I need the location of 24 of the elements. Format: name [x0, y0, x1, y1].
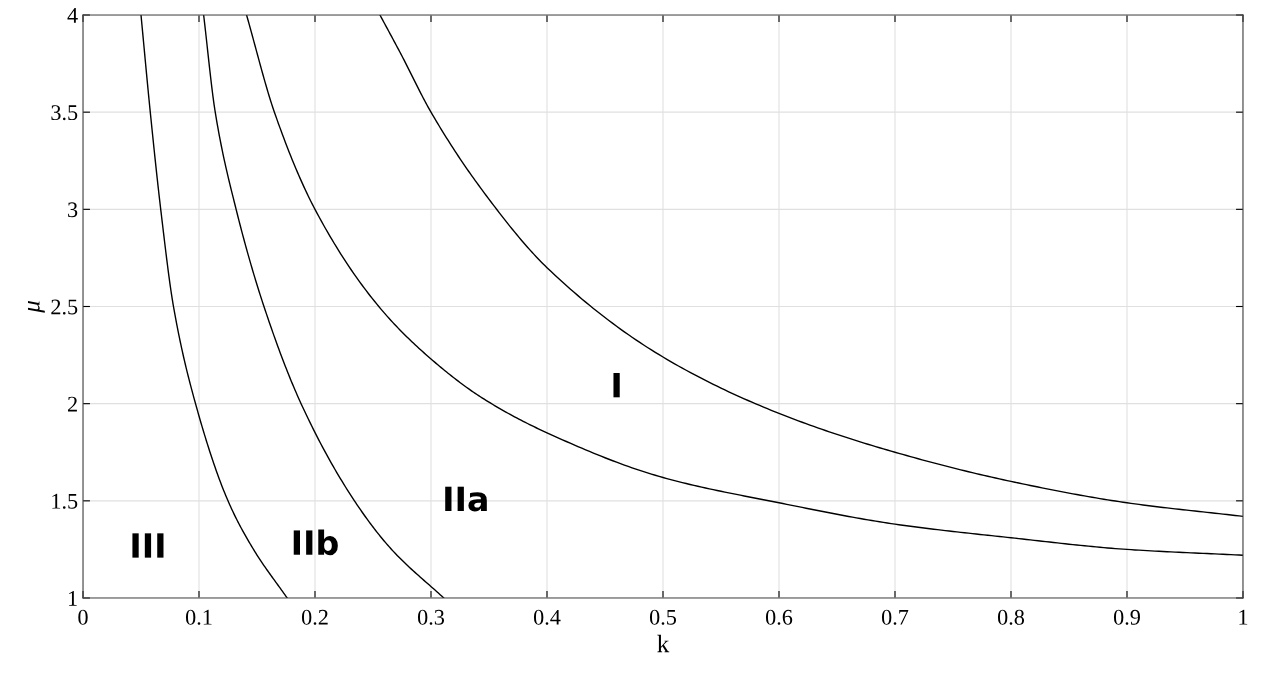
y-tick-label: 2.5 — [51, 299, 78, 315]
y-tick-label: 1.5 — [52, 493, 78, 509]
x-tick-label: 0.6 — [765, 609, 793, 625]
x-tick-label: 0.5 — [649, 609, 677, 625]
annotation: I — [613, 373, 620, 398]
x-tick-label: 0.3 — [417, 609, 445, 625]
annotation: IIa — [445, 486, 487, 512]
y-tick-label: 1 — [68, 591, 77, 606]
x-tick-label: 0 — [78, 609, 88, 625]
x-tick-label: 0.9 — [1113, 609, 1140, 625]
x-tick-label: 0.2 — [301, 609, 328, 625]
x-tick-label: 0.4 — [533, 609, 561, 625]
x-tick-label: 0.8 — [997, 609, 1025, 625]
x-tick-label: 0.7 — [881, 609, 909, 625]
y-tick-label: 4 — [67, 8, 78, 23]
annotation: IIb — [293, 529, 338, 556]
x-tick-label: 1 — [1239, 609, 1248, 625]
y-tick-label: 3.5 — [51, 105, 78, 121]
x-tick-label: 0.1 — [185, 609, 212, 625]
y-tick-label: 2 — [68, 396, 77, 412]
annotation: III — [132, 533, 164, 558]
x-axis-title: k — [657, 634, 670, 653]
y-tick-label: 3 — [68, 202, 78, 218]
y-axis-title: μ — [27, 301, 45, 313]
